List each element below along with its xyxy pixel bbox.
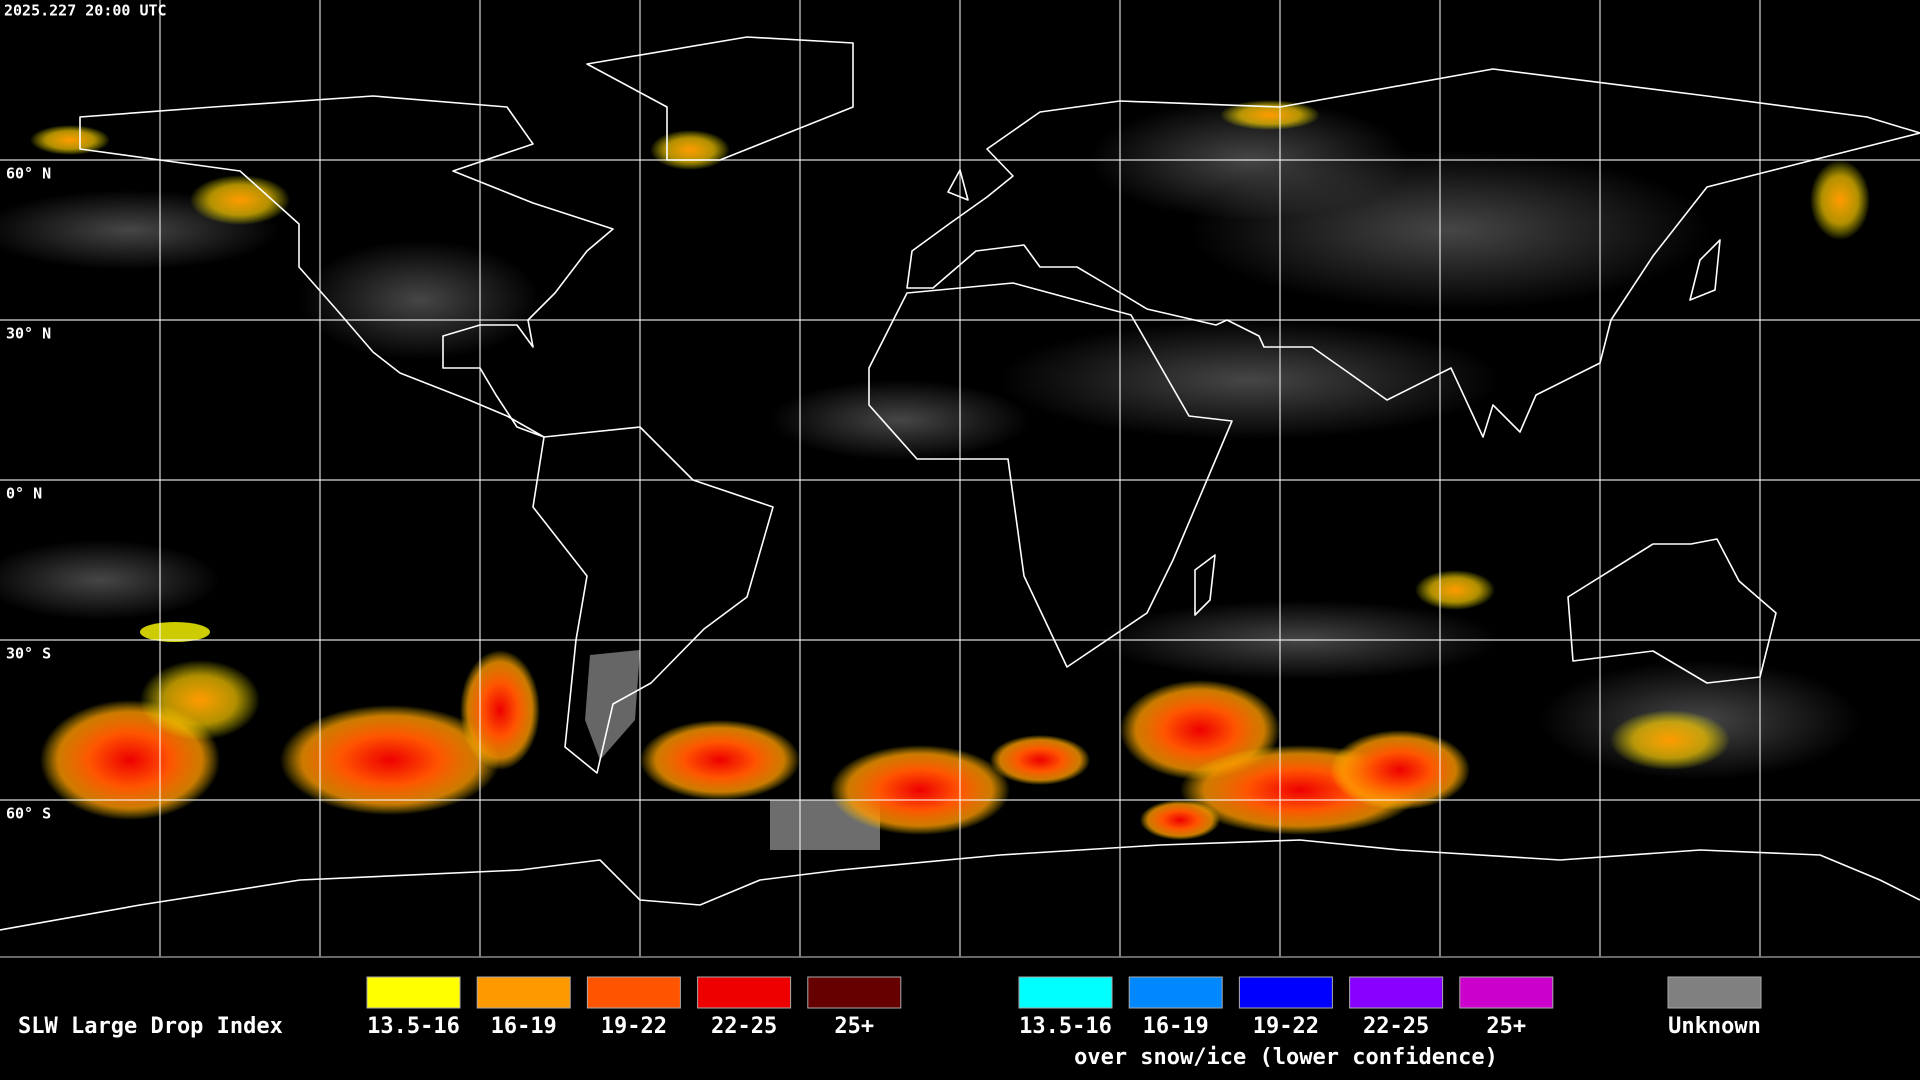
legend-label: 13.5-16 (1019, 1014, 1112, 1039)
legend-label: 13.5-16 (367, 1014, 460, 1039)
legend-label: 22-25 (711, 1014, 777, 1039)
graticule (0, 0, 1920, 957)
coastlines (0, 36, 1920, 931)
legend-label: 25+ (1486, 1014, 1526, 1039)
legend-swatch (476, 976, 571, 1009)
legend-swatch (1238, 976, 1333, 1009)
legend-swatch (1128, 976, 1223, 1009)
snow-ice-caption: over snow/ice (lower confidence) (1074, 1045, 1498, 1070)
latitude-label: 60° N (6, 165, 51, 183)
legend-swatch (1667, 976, 1762, 1009)
legend-swatch (1349, 976, 1444, 1009)
legend-swatch (1459, 976, 1554, 1009)
legend-label: Unknown (1668, 1014, 1761, 1039)
unknown-cloud-areas (0, 100, 1860, 850)
legend-swatch (697, 976, 792, 1009)
latitude-label: 60° S (6, 805, 51, 823)
legend-label: 19-22 (1253, 1014, 1319, 1039)
legend-title: SLW Large Drop Index (18, 1014, 283, 1039)
legend-swatch (1018, 976, 1113, 1009)
legend-label: 16-19 (491, 1014, 557, 1039)
timestamp: 2025.227 20:00 UTC (4, 2, 167, 20)
large-drop-areas (30, 100, 1870, 840)
legend-label: 25+ (834, 1014, 874, 1039)
legend: SLW Large Drop Index over snow/ice (lowe… (18, 976, 1762, 1070)
latitude-label: 0° N (6, 485, 42, 503)
legend-label: 16-19 (1143, 1014, 1209, 1039)
legend-label: 19-22 (601, 1014, 667, 1039)
legend-swatch (366, 976, 461, 1009)
latitude-label: 30° S (6, 645, 51, 663)
legend-swatch (586, 976, 681, 1009)
latitude-label: 30° N (6, 325, 51, 343)
latitude-labels: 60° N 30° N 0° N 30° S 60° S (6, 165, 51, 823)
legend-swatch (807, 976, 902, 1009)
legend-label: 22-25 (1363, 1014, 1429, 1039)
